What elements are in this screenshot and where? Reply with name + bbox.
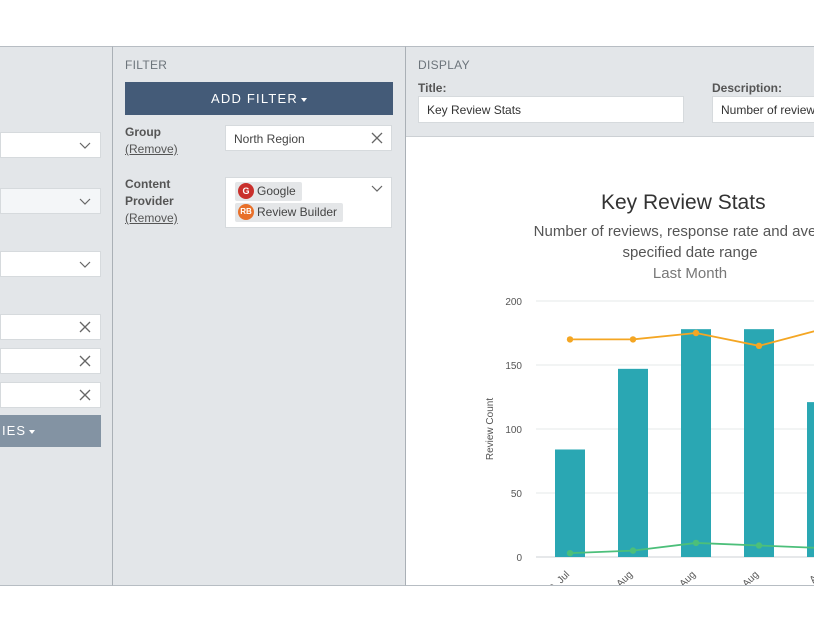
line-point [755,542,763,549]
line-point [629,336,637,343]
content-provider-remove-link[interactable]: (Remove) [125,211,178,225]
x-tick-label: 9. Jul [547,569,572,586]
y-tick-label: 0 [516,553,522,564]
left-select-1[interactable] [0,132,101,158]
x-tick-label: Aug [741,569,761,586]
review-chart: 0 50 100 150 200 Review Count 9. Jul Aug Aug Aug A… [485,297,814,586]
y-tick-label: 200 [505,297,522,308]
review-builder-icon: RB [238,203,254,220]
chart-subtitle-line3: Last Month [652,265,728,282]
chart-preview: Key Review Stats Number of reviews, resp… [406,136,814,586]
left-item-1[interactable] [0,314,101,340]
display-panel: DISPLAY Title: Key Review Stats Descript… [406,46,814,586]
y-axis-label: Review Count [485,398,496,460]
y-tick-label: 150 [505,361,522,372]
add-series-button[interactable]: IES [0,415,101,447]
group-filter-label: Group [125,125,161,139]
x-tick-label: Au [808,569,814,585]
left-item-3[interactable] [0,382,101,408]
google-icon: G [238,182,254,199]
group-remove-link[interactable]: (Remove) [125,142,178,156]
content-provider-label: Content Provider [125,177,174,208]
add-filter-button[interactable]: ADD FILTER [125,82,393,115]
title-label: Title: [418,81,447,95]
chart-subtitle-line1: Number of reviews, response rate and ave… [533,223,814,240]
bar [555,449,585,557]
line-point [566,549,574,557]
x-tick-label: Aug [615,569,635,586]
caret-down-icon [300,97,307,102]
line-point [692,539,700,547]
left-item-2[interactable] [0,348,101,374]
display-section-title: DISPLAY [418,58,470,72]
chevron-down-icon[interactable] [370,184,384,194]
left-panel: IES [0,46,113,586]
title-input[interactable]: Key Review Stats [418,96,684,123]
chevron-down-icon [79,142,91,149]
line-point [629,547,637,554]
bar [618,368,648,557]
filter-section-title: FILTER [125,58,168,72]
line-point [755,342,763,349]
x-tick-label: Aug [678,569,698,586]
close-icon[interactable] [78,320,92,334]
bar [681,329,711,557]
left-select-3[interactable] [0,251,101,277]
line-point [566,336,574,343]
chevron-down-icon [79,261,91,268]
description-label: Description: [712,81,783,95]
caret-down-icon [29,429,35,434]
close-icon[interactable] [78,354,92,368]
left-select-2[interactable] [0,188,101,214]
chart-title: Key Review Stats [601,191,766,214]
y-tick-label: 50 [511,489,523,500]
filter-panel: FILTER ADD FILTER Group (Remove) North R… [113,46,406,586]
bar [744,329,774,557]
close-icon[interactable] [78,388,92,402]
close-icon[interactable] [370,131,384,145]
line-point [692,329,700,337]
group-value-text: North Region [234,132,305,146]
chip-review-builder[interactable]: RB Review Builder [235,203,344,222]
chip-google[interactable]: G Google [235,182,302,201]
group-filter-value[interactable]: North Region [225,125,392,151]
y-tick-label: 100 [505,425,522,436]
chevron-down-icon [79,198,91,205]
bar [807,402,814,557]
description-input[interactable]: Number of reviews [712,96,814,123]
chart-subtitle-line2: specified date range [622,244,758,261]
content-provider-select[interactable]: G Google RB Review Builder [225,177,392,228]
